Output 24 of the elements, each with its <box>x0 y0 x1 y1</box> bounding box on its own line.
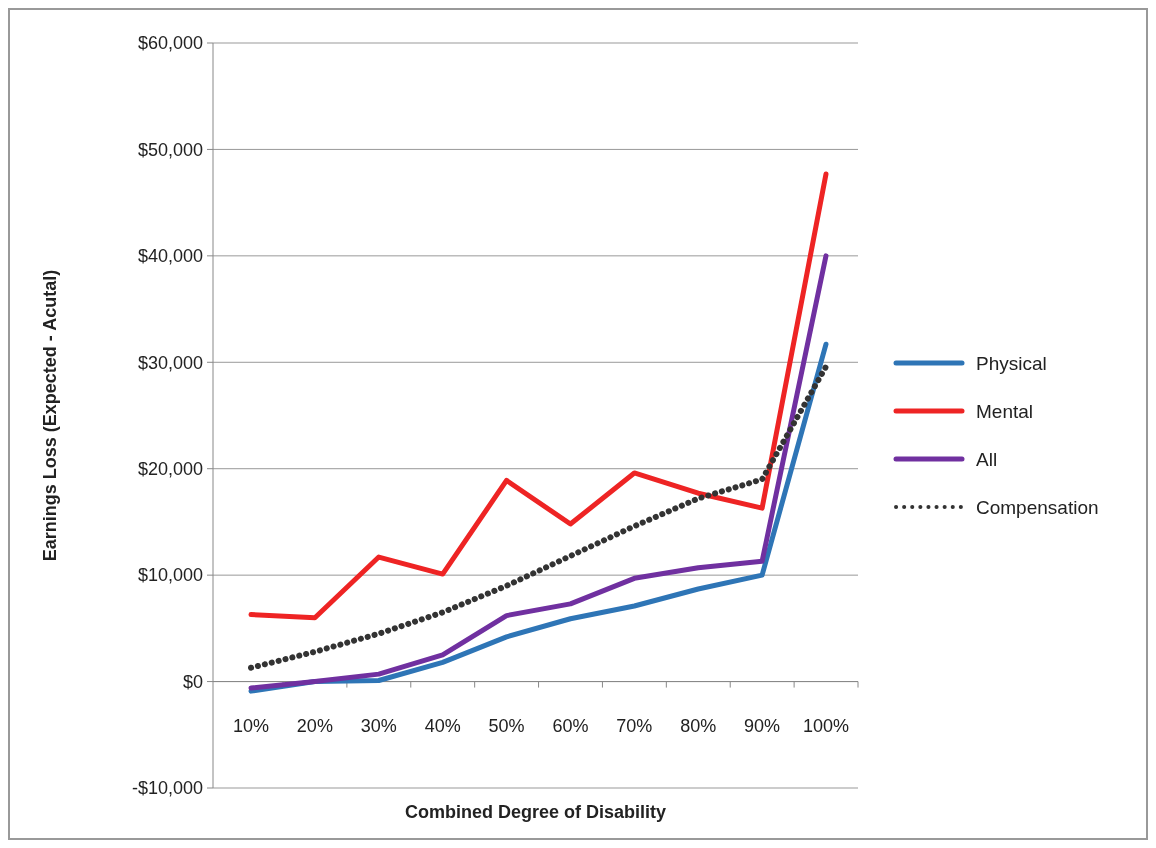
y-tick-label: $50,000 <box>137 139 203 160</box>
x-tick-label: 20% <box>296 715 333 736</box>
legend-label: Physical <box>976 352 1047 374</box>
legend-label: Mental <box>976 400 1034 422</box>
x-tick-label: 100% <box>802 715 850 736</box>
y-tick-label: $40,000 <box>137 246 203 267</box>
x-tick-label: 10% <box>232 715 270 736</box>
legend-label: All <box>976 448 998 470</box>
x-tick-label: 50% <box>488 715 525 736</box>
y-tick-label: -$10,000 <box>131 778 203 799</box>
x-tick-label: 80% <box>680 715 717 736</box>
y-tick-label: $30,000 <box>137 352 203 373</box>
legend-label: Compensation <box>976 496 1099 518</box>
y-tick-label: $0 <box>182 671 203 692</box>
x-tick-label: 70% <box>616 715 653 736</box>
x-axis-title: Combined Degree of Disability <box>404 802 667 822</box>
x-tick-label: 90% <box>744 715 781 736</box>
y-tick-label: $10,000 <box>137 565 203 586</box>
x-tick-label: 30% <box>360 715 397 736</box>
x-tick-label: 40% <box>424 715 461 736</box>
x-tick-label: 60% <box>552 715 589 736</box>
y-axis-title: Earnings Loss (Expected - Acutal) <box>40 269 60 562</box>
y-tick-label: $60,000 <box>137 33 203 54</box>
y-tick-label: $20,000 <box>137 459 203 480</box>
